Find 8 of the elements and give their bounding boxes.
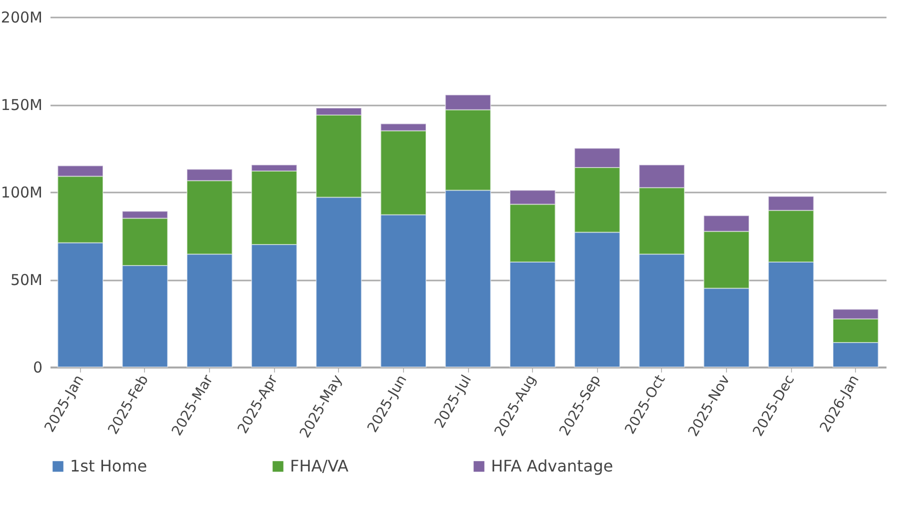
legend-label: HFA Advantage	[491, 456, 614, 476]
legend-label: FHA/VA	[290, 456, 348, 476]
y-tick-label: 50M	[10, 271, 42, 289]
legend-label: 1st Home	[70, 456, 148, 476]
y-tick-label: 200M	[0, 8, 42, 26]
y-tick-label: 150M	[0, 96, 42, 114]
y-tick-label: 0	[32, 358, 42, 376]
y-tick-label: 100M	[0, 184, 42, 202]
